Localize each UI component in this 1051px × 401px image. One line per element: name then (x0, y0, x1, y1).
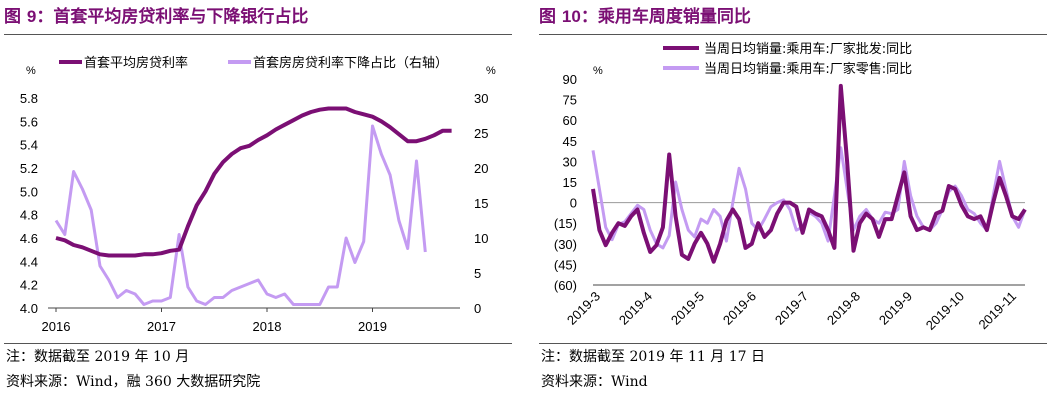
y-tick-right: 15 (474, 196, 488, 211)
x-tick-label: 2019-9 (876, 289, 915, 328)
x-tick-label: 2019-3 (564, 289, 603, 328)
y-tick-left: 4.8 (20, 208, 38, 223)
x-tick-label: 2019-7 (772, 289, 811, 328)
x-tick-label: 2019-8 (824, 289, 863, 328)
y-tick-label: 75 (563, 93, 577, 108)
x-tick-label: 2019 (358, 319, 387, 334)
y-axis-unit-right: % (486, 65, 496, 77)
series-line-share (54, 124, 427, 306)
y-tick-right: 25 (474, 126, 488, 141)
y-axis-unit-left: % (26, 65, 36, 77)
title-divider (539, 34, 1047, 35)
y-tick-left: 5.4 (20, 138, 38, 153)
y-tick-right: 10 (474, 231, 488, 246)
legend-label-wholesale: 当周日均销量:乘用车:厂家批发:同比 (704, 41, 912, 57)
figure-10-note: 注：数据截至 2019 年 11 月 17 日 (541, 349, 765, 365)
y-tick-left: 4.4 (20, 254, 38, 269)
y-tick-left: 5.6 (20, 114, 38, 129)
y-tick-left: 4.2 (20, 278, 38, 293)
y-tick-right: 0 (474, 301, 481, 316)
x-tick-label: 2016 (42, 319, 71, 334)
figure-10-source: 资料来源：Wind (541, 374, 648, 390)
y-tick-label: 30 (563, 154, 577, 169)
legend-label-retail: 当周日均销量:乘用车:厂家零售:同比 (704, 61, 912, 77)
series-line-rate (55, 106, 452, 258)
y-tick-left: 4.6 (20, 231, 38, 246)
x-tick-label: 2019-10 (923, 289, 967, 333)
y-tick-left: 5.0 (20, 184, 38, 199)
legend-label-rate: 首套平均房贷利率 (84, 55, 188, 71)
x-tick-label: 2019-11 (975, 289, 1019, 333)
figure-9-note: 注：数据截至 2019 年 10 月 (6, 349, 190, 365)
x-tick-label: 2019-4 (616, 289, 655, 328)
figure-9-title: 图 9：首套平均房贷利率与下降银行占比 (4, 7, 309, 27)
y-tick-label: 90 (563, 72, 577, 87)
y-tick-label: (60) (554, 278, 577, 293)
y-tick-right: 20 (474, 161, 488, 176)
y-tick-label: 60 (563, 113, 577, 128)
y-tick-left: 5.8 (20, 91, 38, 106)
legend-label-share: 首套房房贷利率下降占比（右轴） (253, 55, 448, 71)
y-tick-right: 30 (474, 91, 488, 106)
y-tick-label: (30) (554, 237, 577, 252)
figure-10-panel: 图 10：乘用车周度销量同比 当周日均销量:乘用车:厂家批发:同比 当周日均销量:… (539, 0, 1049, 401)
y-tick-label: (45) (554, 257, 577, 272)
title-divider (4, 34, 512, 35)
chart-divider (4, 343, 512, 344)
y-axis-unit: % (593, 65, 603, 77)
y-tick-left: 4.0 (20, 301, 38, 316)
x-tick-label: 2018 (253, 319, 282, 334)
x-tick-label: 2019-6 (720, 289, 759, 328)
y-tick-label: 0 (570, 196, 577, 211)
series-line-wholesale (591, 83, 1027, 264)
figure-9-source: 资料来源：Wind，融 360 大数据研究院 (6, 374, 261, 390)
x-tick-label: 2019-5 (668, 289, 707, 328)
figure-10-title: 图 10：乘用车周度销量同比 (539, 7, 751, 27)
y-tick-left: 5.2 (20, 161, 38, 176)
y-tick-right: 5 (474, 266, 481, 281)
y-tick-label: 45 (563, 134, 577, 149)
y-tick-label: (15) (554, 216, 577, 231)
chart-divider (539, 343, 1047, 344)
y-tick-label: 15 (563, 175, 577, 190)
mortgage-rate-chart: 首套平均房贷利率 首套房房贷利率下降占比（右轴）% % 4.0 4.2 4.4 4.6 4.8… (20, 55, 496, 334)
x-tick-label: 2017 (147, 319, 176, 334)
figure-9-panel: 图 9：首套平均房贷利率与下降银行占比 首套平均房贷利率 首套房房贷利率下降占比（… (4, 0, 514, 401)
